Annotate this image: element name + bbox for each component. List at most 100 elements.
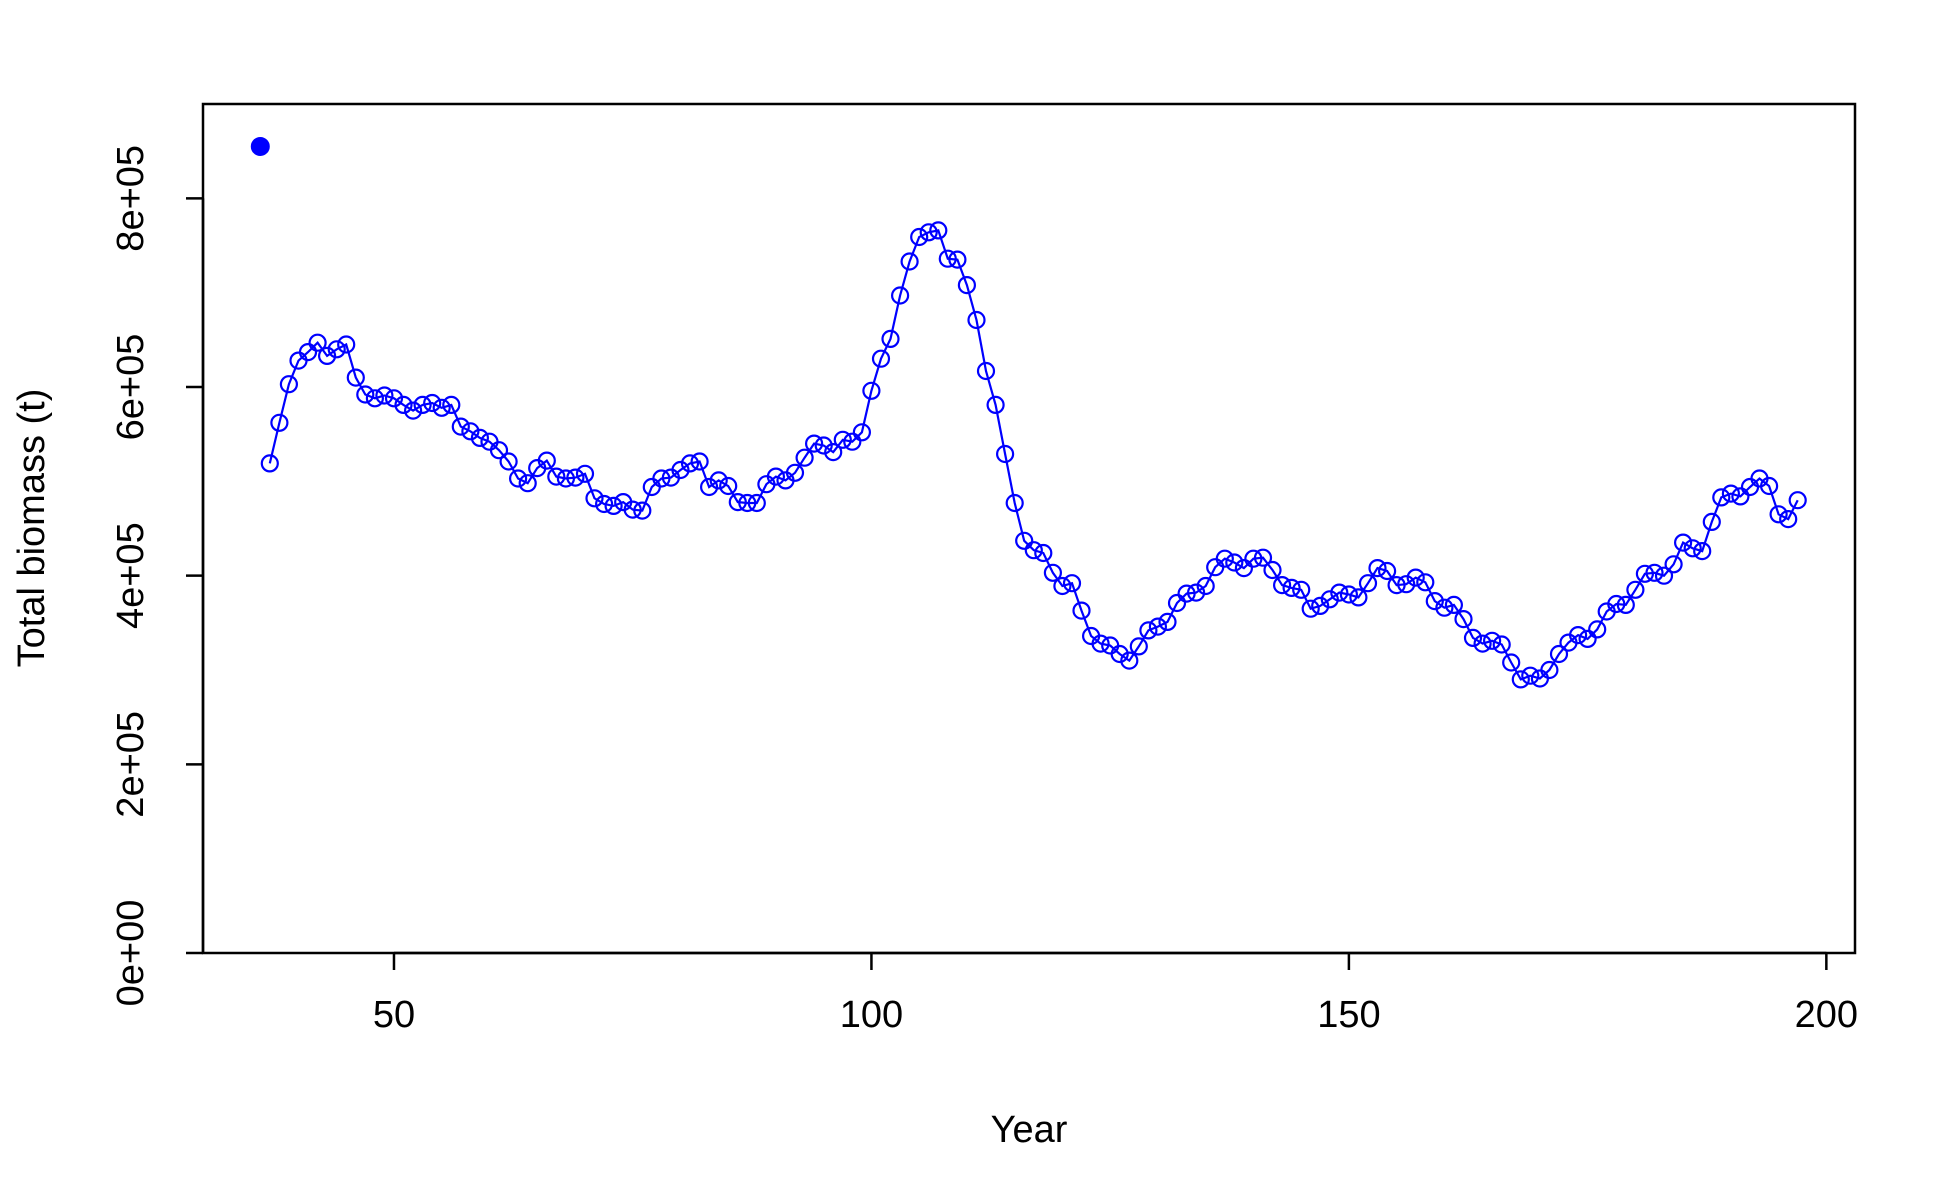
data-point [1645,563,1664,582]
data-point [785,463,805,482]
data-point [1043,563,1063,582]
data-point [1759,476,1779,496]
data-point [900,252,919,271]
data-point [699,477,719,497]
data-point [1473,634,1492,653]
data-point [1129,637,1148,656]
data-point [1454,609,1473,629]
data-point [1311,596,1330,616]
data-point [1225,553,1244,572]
data-point [852,423,872,442]
data-point [1215,549,1234,568]
data-point [1062,574,1082,593]
x-tick-label: 200 [1795,994,1858,1036]
data-point [652,469,671,488]
data-point [1196,576,1215,596]
x-tick-label: 50 [373,994,415,1036]
data-point [451,417,470,436]
data-point [862,381,881,400]
data-point [1034,543,1053,563]
data-point [442,395,461,414]
data-point [1358,574,1378,593]
data-point [1693,541,1712,561]
x-tick-label: 150 [1317,994,1380,1036]
data-point [919,223,938,242]
data-point [1091,634,1110,653]
data-point [365,389,384,408]
data-point [1292,580,1311,599]
data-point [260,454,279,473]
data-point [814,436,833,455]
data-point [890,286,910,305]
data-point [1654,566,1674,585]
data-point [1578,629,1597,649]
data-point [461,422,480,441]
series-points [260,221,1807,689]
data-point [594,494,614,514]
series-line [268,229,1799,681]
data-point [1053,576,1072,596]
data-point [518,474,537,493]
data-point [967,310,986,330]
data-point [1788,491,1807,510]
data-point [1120,651,1139,670]
data-point [633,501,652,520]
data-point [604,496,623,515]
data-point [995,444,1015,464]
data-point [1015,531,1034,550]
data-point [423,393,442,413]
data-point [1588,620,1607,639]
data-point [1177,584,1196,603]
x-axis: 50 100 150 200 [373,951,1858,1036]
data-point [1110,644,1129,664]
data-point [1330,583,1349,602]
data-point [824,443,843,462]
data-point [1339,585,1359,604]
data-point [881,329,900,348]
data-point [1425,591,1444,611]
data-point [709,471,728,490]
data-point [346,368,365,387]
data-point [1769,505,1788,524]
data-point [327,340,346,359]
data-point [1435,598,1454,617]
data-point [948,250,967,269]
data-point [1635,564,1655,583]
data-point [1673,533,1693,552]
data-point [910,227,929,247]
data-point [1482,631,1502,650]
data-point [489,441,509,460]
data-point [1024,541,1043,560]
data-point [1282,578,1301,598]
data-point [1502,653,1521,672]
data-point [1377,561,1397,581]
x-tick-label: 100 [840,994,903,1036]
data-point [337,335,356,354]
data-point [747,493,766,513]
data-point [795,448,814,467]
data-point [270,413,289,432]
data-point [1072,601,1091,620]
data-point [308,333,327,352]
data-point [957,276,977,295]
data-point [1397,575,1416,594]
data-point [1779,509,1798,529]
data-point [728,493,747,512]
data-point [1148,617,1168,636]
data-point [585,489,604,508]
data-point [1549,644,1569,664]
data-point [1664,555,1683,574]
data-point [976,361,996,381]
data-point [1568,625,1588,645]
data-point [547,467,566,486]
y-tick-label: 6e+05 [110,334,152,441]
y-tick-label: 4e+05 [110,522,152,629]
data-point [680,454,700,473]
data-point [690,452,709,471]
data-point [1444,595,1464,615]
data-point [1540,660,1559,680]
data-point [871,349,891,368]
data-point [623,500,642,519]
data-point [1186,583,1206,602]
data-point [1406,568,1425,587]
